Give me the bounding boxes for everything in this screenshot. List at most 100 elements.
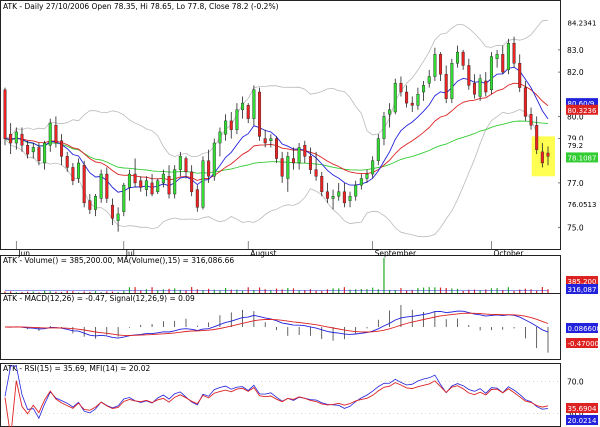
candle-body: [156, 180, 160, 192]
candle-body: [3, 89, 7, 139]
bollinger-upper: [4, 19, 549, 158]
candle-body: [37, 147, 41, 161]
last-volume-label: 385,200: [568, 278, 597, 286]
macd-panel: [4, 305, 549, 353]
candle-body: [399, 82, 403, 93]
candle-body: [20, 133, 24, 146]
last-mfi-label: 20.0214: [568, 417, 597, 425]
candle-body: [461, 51, 465, 66]
candle-body: [450, 63, 454, 99]
candle-body: [472, 82, 476, 95]
candle-body: [246, 105, 250, 119]
macd-panel-frame: [0, 293, 561, 360]
axis-labels: 75.0 77.0 79.0 80.0 82.0 83.0 84.2341 80.60/980…: [558, 17, 600, 425]
candle-body: [410, 102, 414, 106]
candle-body: [60, 140, 64, 157]
candle-body: [105, 173, 109, 199]
candle-body: [308, 156, 312, 170]
candle-body: [501, 54, 505, 73]
candle-body: [297, 147, 301, 164]
volume-title: ATK - Volume() = 385,200.00, MA(Volume()…: [3, 256, 234, 265]
candle-body: [241, 102, 245, 110]
last-volume-ma-box: [566, 284, 598, 294]
candle-body: [529, 113, 533, 126]
candle-body: [427, 76, 431, 84]
last-rsi-box: [566, 403, 598, 413]
candle-body: [365, 173, 369, 179]
month-label: September: [375, 249, 417, 258]
candle-body: [422, 85, 426, 93]
candle-body: [48, 122, 52, 146]
signal-line: [5, 312, 549, 336]
candle-body: [161, 173, 165, 184]
candle-body: [303, 145, 307, 157]
candle-body: [224, 120, 228, 135]
y-tick-label: 79.0: [567, 135, 584, 144]
last-price-label: 84.2341: [568, 20, 597, 28]
candle-body: [495, 54, 499, 59]
macd-line: [4, 310, 549, 339]
volume-panel: [4, 258, 549, 293]
candle-body: [150, 182, 154, 195]
candle-body: [229, 120, 233, 130]
candle-body: [393, 82, 397, 113]
candle-body: [371, 160, 375, 175]
candle-body: [173, 169, 177, 195]
candle-body: [275, 138, 279, 159]
rsi-tick-label: 70.0: [567, 378, 584, 387]
candle-body: [444, 74, 448, 99]
candle-body: [325, 191, 329, 199]
candle-body: [518, 63, 522, 88]
last-signal-box: [566, 323, 598, 333]
candle-body: [484, 80, 488, 93]
last-ema-red-label: 80.3236: [568, 107, 597, 115]
candle-body: [359, 178, 363, 186]
price-panel-frame: [0, 0, 561, 250]
last-volume-ma-label: 316,087: [568, 286, 597, 294]
y-tick-label: 75.0: [567, 223, 584, 232]
candle-body: [26, 145, 30, 155]
candle-body: [88, 200, 92, 210]
candle-body: [122, 184, 126, 212]
candle-body: [286, 156, 290, 179]
candle-body: [133, 173, 137, 184]
candle-body: [269, 138, 273, 142]
candle-body: [535, 125, 539, 150]
candle-body: [71, 167, 75, 181]
candle-body: [178, 156, 182, 170]
candle-body: [9, 133, 13, 144]
price-panel: Jun Jul August September October: [3, 19, 555, 258]
candle-body: [478, 78, 482, 97]
candle-body: [65, 156, 69, 168]
candle-body: [139, 180, 143, 188]
candle-body: [110, 204, 114, 219]
candle-body: [456, 51, 460, 64]
last-rsi-label: 35.6904: [568, 405, 597, 413]
last-ma-green-label: 78.1087: [568, 154, 597, 162]
rsi-panel: 70.0 30.0: [4, 365, 584, 427]
candle-body: [99, 173, 103, 199]
last-mfi-box: [566, 415, 598, 425]
candle-body: [258, 91, 262, 137]
candle-body: [116, 213, 120, 221]
candle-body: [523, 87, 527, 117]
candle-body: [382, 116, 386, 139]
candle-body: [388, 109, 392, 115]
y-tick-label: 77.0: [567, 179, 584, 188]
candle-body: [331, 196, 335, 199]
last-bb-lower-box: [566, 198, 598, 209]
candle-body: [512, 43, 516, 64]
candle-body: [167, 176, 171, 195]
month-label: August: [250, 249, 276, 258]
candle-body: [144, 180, 148, 190]
last-macd-label: -0.470000: [568, 340, 600, 348]
candle-body: [416, 94, 420, 106]
candle-body: [546, 152, 550, 157]
last-sma-box: [566, 140, 598, 151]
y-tick-label: 83.0: [567, 46, 584, 55]
y-tick-label: 80.0: [567, 112, 584, 121]
candle-body: [93, 196, 97, 210]
last-volume-box: [566, 276, 598, 286]
candle-body: [82, 164, 86, 204]
